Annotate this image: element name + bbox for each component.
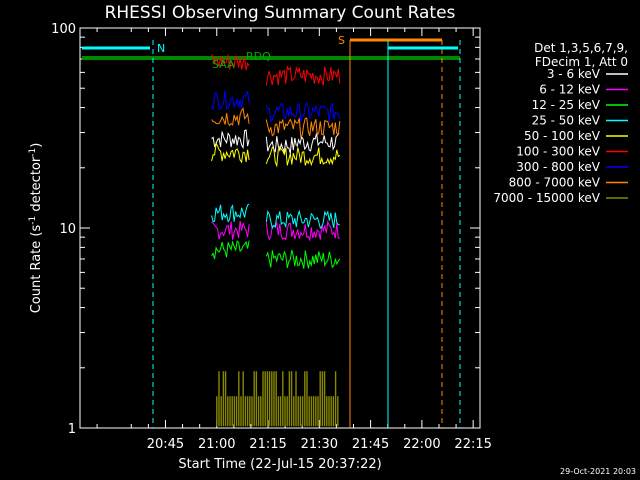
series-line [265,136,297,154]
series-line [296,132,340,152]
series-line [211,220,250,240]
x-tick-label: 21:15 [249,437,286,452]
y-tick-label: 10 [59,222,76,237]
y-tick-label: 1 [68,422,76,437]
legend-entry-label: 3 - 6 keV [547,67,601,81]
annotation-night: N [157,42,165,55]
y-tick-label: 100 [51,22,76,37]
series-line [216,371,339,427]
y-axis-label: Count Rate (s-1 detector-1) [28,143,44,314]
series-line [265,64,341,86]
series-line [211,90,250,111]
legend-entry-label: 300 - 800 keV [516,160,600,174]
x-tick-label: 21:30 [301,437,338,452]
series-line [265,101,341,124]
series-line [265,209,340,230]
annotation-flag-rdq: RDQ [246,50,271,63]
series-line [211,54,250,71]
annotation-saa: S [338,34,345,47]
legend-header-line-1: Det 1,3,5,6,7,9, [534,41,628,55]
chart-title: RHESSI Observing Summary Count Rates [105,3,456,23]
series-line [211,129,250,150]
annotation-flag-saa: SAA [212,58,235,71]
series-line [211,240,250,260]
series-line [265,219,340,242]
series-line [265,249,341,269]
series-line [265,117,341,139]
series-line [211,203,250,223]
x-tick-label: 21:00 [198,437,235,452]
x-tick-label: 22:00 [403,437,440,452]
legend-entry-label: 25 - 50 keV [532,114,601,128]
series-line [211,107,250,127]
legend-header-line-2: FDecim 1, Att 0 [535,55,628,69]
legend-entry-label: 100 - 300 keV [516,145,600,159]
x-tick-label: 22:15 [454,437,491,452]
series-line [211,141,250,164]
x-tick-label: 21:45 [352,437,389,452]
legend-entry-label: 7000 - 15000 keV [493,191,600,205]
legend-entry-label: 12 - 25 keV [532,98,601,112]
legend-entry-label: 800 - 7000 keV [509,176,601,190]
legend-entry-label: 6 - 12 keV [539,83,601,97]
x-axis-label: Start Time (22-Jul-15 20:37:22) [178,457,381,472]
series-line [265,145,341,168]
legend-entry-label: 50 - 100 keV [524,129,601,143]
x-tick-label: 20:45 [147,437,184,452]
footer-timestamp: 29-Oct-2021 20:03 [560,467,636,476]
